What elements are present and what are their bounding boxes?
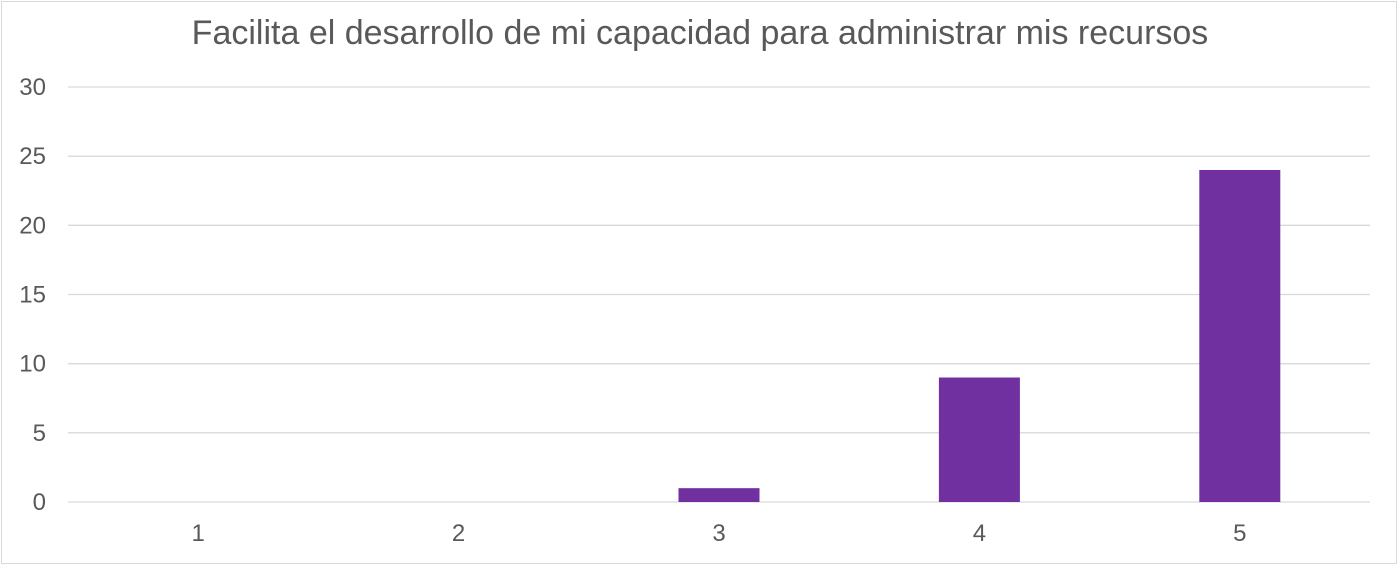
x-tick-label: 3 [712, 520, 725, 547]
y-tick-label: 15 [19, 282, 46, 309]
bars [678, 170, 1281, 502]
x-tick-label: 4 [973, 520, 986, 547]
y-axis: 0 5 10 15 20 25 30 [19, 74, 46, 516]
y-tick-label: 0 [33, 489, 46, 516]
bar-5 [1199, 170, 1281, 502]
y-tick-label: 20 [19, 212, 46, 239]
y-tick-label: 25 [19, 143, 46, 170]
y-tick-label: 30 [19, 74, 46, 101]
x-axis: 1 2 3 4 5 [192, 520, 1247, 547]
y-tick-label: 10 [19, 351, 46, 378]
x-tick-label: 1 [192, 520, 205, 547]
bar-4 [938, 377, 1020, 502]
y-tick-label: 5 [33, 420, 46, 447]
bar-3 [678, 488, 760, 502]
chart-title: Facilita el desarrollo de mi capacidad p… [191, 14, 1209, 52]
x-tick-label: 5 [1233, 520, 1246, 547]
x-tick-label: 2 [452, 520, 465, 547]
gridlines [68, 86, 1370, 503]
